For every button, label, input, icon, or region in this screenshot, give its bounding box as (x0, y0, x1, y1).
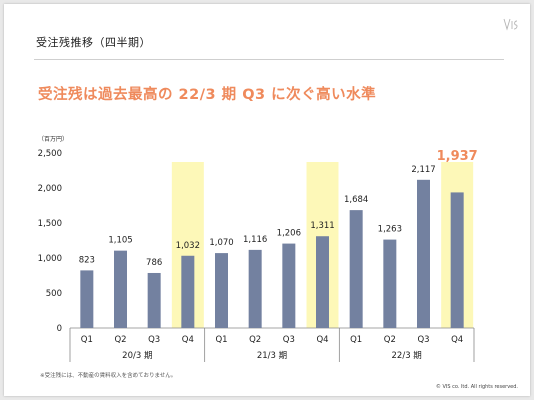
y-axis-unit-label: （百万円） (38, 136, 69, 143)
value-label: 823 (79, 255, 95, 265)
fiscal-year-label: 22/3 期 (392, 351, 422, 361)
quarter-label: Q2 (114, 335, 126, 345)
value-label: 1,105 (108, 236, 132, 246)
value-label: 2,117 (411, 165, 435, 175)
quarter-label: Q3 (148, 335, 160, 345)
bar-2-q4 (316, 236, 329, 328)
fiscal-year-label: 20/3 期 (122, 351, 152, 361)
bar-2-q1 (215, 253, 228, 328)
quarter-label: Q3 (417, 335, 429, 345)
quarter-label: Q4 (182, 335, 194, 345)
bar-1-q3 (147, 272, 161, 328)
bar-3-q2 (383, 239, 397, 328)
y-tick-label: 1,000 (38, 254, 62, 264)
value-label: 1,032 (176, 241, 200, 251)
copyright: © VIS co. ltd. All rights reserved. (435, 384, 518, 390)
vis-logo-icon (503, 18, 518, 31)
quarter-label: Q2 (384, 335, 396, 345)
bar-1-q4 (181, 255, 195, 328)
bar-3-q4 (450, 192, 464, 328)
bar-1-q2 (114, 250, 127, 328)
headline: 受注残は過去最高の 22/3 期 Q3 に次ぐ高い水準 (38, 87, 377, 103)
y-tick-label: 1,500 (38, 219, 62, 229)
slide-title: 受注残推移（四半期） (36, 36, 151, 49)
bar-3-q1 (349, 210, 363, 328)
value-label: 1,684 (344, 195, 368, 205)
value-label: 786 (146, 258, 162, 268)
footnote: ※受注残には、不動産の賃料収入を含めておりません。 (40, 373, 177, 379)
title-divider (34, 59, 504, 60)
quarter-label: Q4 (316, 335, 328, 345)
bar-1-q1 (80, 270, 94, 328)
value-label: 1,116 (243, 235, 267, 245)
bar-2-q2 (248, 249, 262, 328)
y-tick-label: 2,500 (38, 149, 62, 159)
value-label-emphasized: 1,937 (437, 149, 478, 164)
y-tick-label: 500 (46, 289, 62, 299)
quarter-label: Q3 (283, 335, 295, 345)
quarter-label: Q1 (350, 335, 362, 345)
value-label: 1,070 (209, 238, 233, 248)
value-label: 1,263 (378, 225, 402, 235)
quarter-label: Q2 (249, 335, 261, 345)
bar-3-q3 (417, 179, 430, 328)
y-tick-label: 0 (57, 324, 62, 334)
quarter-label: Q4 (451, 335, 463, 345)
value-label: 1,311 (310, 221, 334, 231)
value-label: 1,206 (277, 229, 301, 239)
quarter-label: Q1 (81, 335, 93, 345)
fiscal-year-label: 21/3 期 (257, 351, 287, 361)
bar-2-q3 (282, 243, 296, 328)
y-tick-label: 2,000 (38, 184, 62, 194)
quarter-label: Q1 (215, 335, 227, 345)
